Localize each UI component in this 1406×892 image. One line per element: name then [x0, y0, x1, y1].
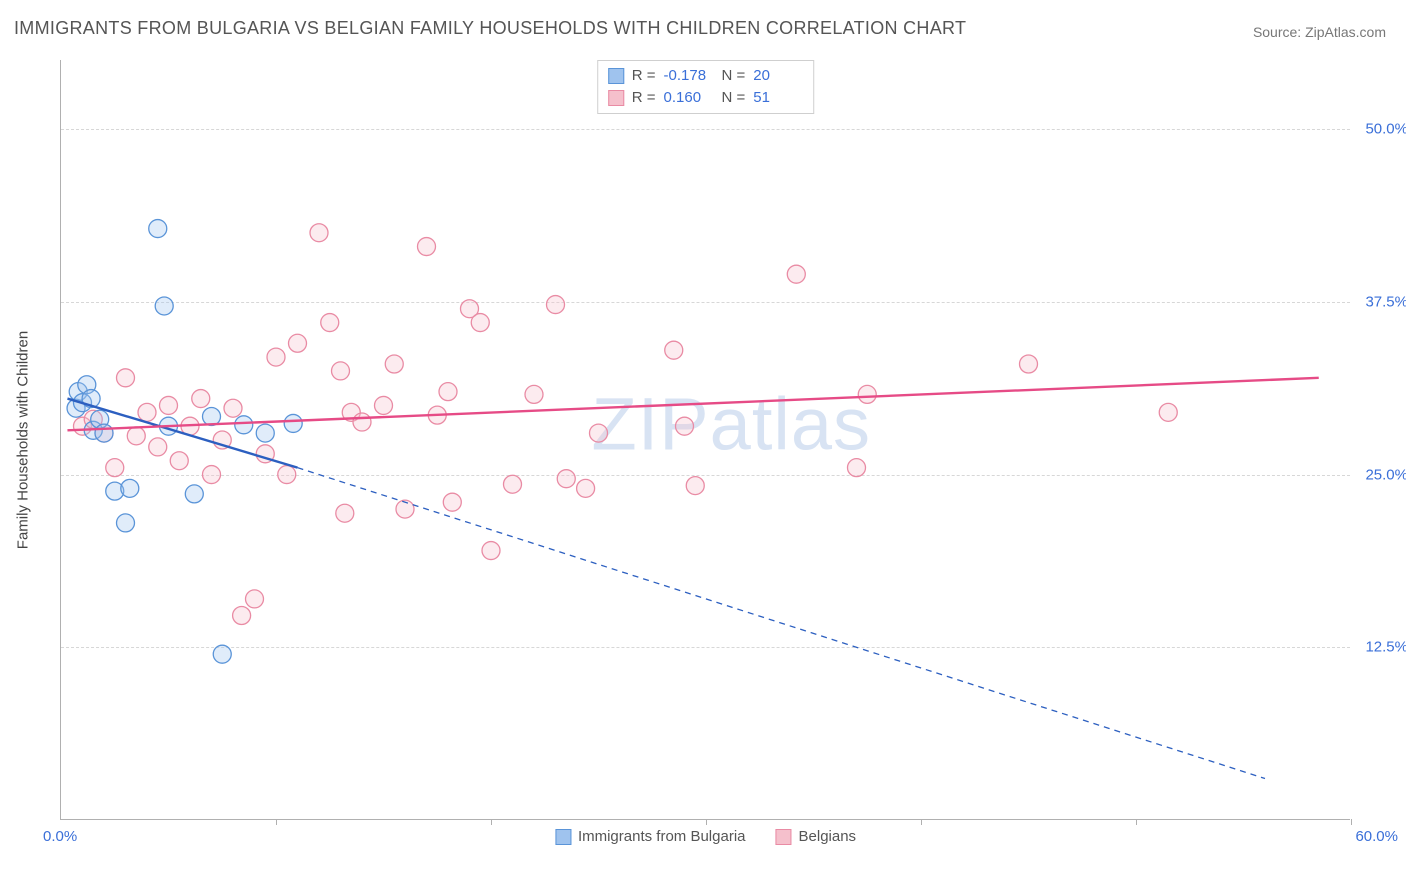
- data-point: [686, 477, 704, 495]
- data-point: [336, 504, 354, 522]
- data-point: [170, 452, 188, 470]
- data-point: [203, 466, 221, 484]
- data-point: [443, 493, 461, 511]
- data-point: [418, 238, 436, 256]
- data-point: [117, 369, 135, 387]
- data-point: [848, 459, 866, 477]
- y-tick-label: 50.0%: [1358, 121, 1406, 138]
- data-point: [471, 314, 489, 332]
- bottom-legend: Immigrants from Bulgaria Belgians: [555, 828, 856, 845]
- data-point: [203, 408, 221, 426]
- data-point: [1020, 355, 1038, 373]
- legend-label-0: Immigrants from Bulgaria: [578, 828, 746, 845]
- swatch-icon: [776, 829, 792, 845]
- r-label: R =: [632, 87, 656, 109]
- data-point: [224, 399, 242, 417]
- data-point: [185, 485, 203, 503]
- x-tick: [921, 819, 922, 825]
- data-point: [1159, 403, 1177, 421]
- swatch-icon: [608, 68, 624, 84]
- data-point: [127, 427, 145, 445]
- data-point: [149, 220, 167, 238]
- data-point: [267, 348, 285, 366]
- r-value-1: 0.160: [664, 87, 714, 109]
- x-tick: [1136, 819, 1137, 825]
- data-point: [138, 403, 156, 421]
- n-value-1: 51: [753, 87, 803, 109]
- data-point: [787, 265, 805, 283]
- legend-item-0: Immigrants from Bulgaria: [555, 828, 746, 845]
- data-point: [160, 396, 178, 414]
- y-tick-label: 25.0%: [1358, 466, 1406, 483]
- legend-item-1: Belgians: [776, 828, 857, 845]
- data-point: [665, 341, 683, 359]
- data-point: [676, 417, 694, 435]
- data-point: [121, 479, 139, 497]
- scatter-svg: [61, 60, 1350, 819]
- swatch-icon: [608, 90, 624, 106]
- trend-line-dashed: [298, 468, 1266, 779]
- data-point: [117, 514, 135, 532]
- data-point: [289, 334, 307, 352]
- data-point: [577, 479, 595, 497]
- data-point: [525, 385, 543, 403]
- x-origin-label: 0.0%: [43, 828, 77, 845]
- x-tick: [706, 819, 707, 825]
- n-label: N =: [722, 87, 746, 109]
- stats-row-0: R = -0.178 N = 20: [608, 65, 804, 87]
- data-point: [278, 466, 296, 484]
- data-point: [310, 224, 328, 242]
- n-value-0: 20: [753, 65, 803, 87]
- data-point: [149, 438, 167, 456]
- y-axis-label: Family Households with Children: [15, 330, 32, 548]
- data-point: [482, 542, 500, 560]
- n-label: N =: [722, 65, 746, 87]
- data-point: [385, 355, 403, 373]
- x-max-label: 60.0%: [1355, 828, 1398, 845]
- r-label: R =: [632, 65, 656, 87]
- data-point: [246, 590, 264, 608]
- data-point: [235, 416, 253, 434]
- data-point: [590, 424, 608, 442]
- data-point: [547, 296, 565, 314]
- x-tick: [491, 819, 492, 825]
- data-point: [284, 414, 302, 432]
- data-point: [106, 459, 124, 477]
- data-point: [233, 606, 251, 624]
- legend-label-1: Belgians: [799, 828, 857, 845]
- data-point: [332, 362, 350, 380]
- data-point: [192, 390, 210, 408]
- stats-row-1: R = 0.160 N = 51: [608, 87, 804, 109]
- stats-legend-box: R = -0.178 N = 20 R = 0.160 N = 51: [597, 60, 815, 114]
- source-label: Source: ZipAtlas.com: [1253, 24, 1386, 40]
- y-tick-label: 12.5%: [1358, 639, 1406, 656]
- data-point: [353, 413, 371, 431]
- chart-title: IMMIGRANTS FROM BULGARIA VS BELGIAN FAMI…: [14, 18, 966, 39]
- swatch-icon: [555, 829, 571, 845]
- x-tick: [276, 819, 277, 825]
- data-point: [95, 424, 113, 442]
- data-point: [504, 475, 522, 493]
- data-point: [155, 297, 173, 315]
- x-tick: [1351, 819, 1352, 825]
- r-value-0: -0.178: [664, 65, 714, 87]
- data-point: [256, 424, 274, 442]
- data-point: [858, 385, 876, 403]
- y-tick-label: 37.5%: [1358, 293, 1406, 310]
- data-point: [213, 645, 231, 663]
- data-point: [439, 383, 457, 401]
- data-point: [321, 314, 339, 332]
- data-point: [375, 396, 393, 414]
- data-point: [557, 470, 575, 488]
- plot-area: ZIPatlas Family Households with Children…: [60, 60, 1350, 820]
